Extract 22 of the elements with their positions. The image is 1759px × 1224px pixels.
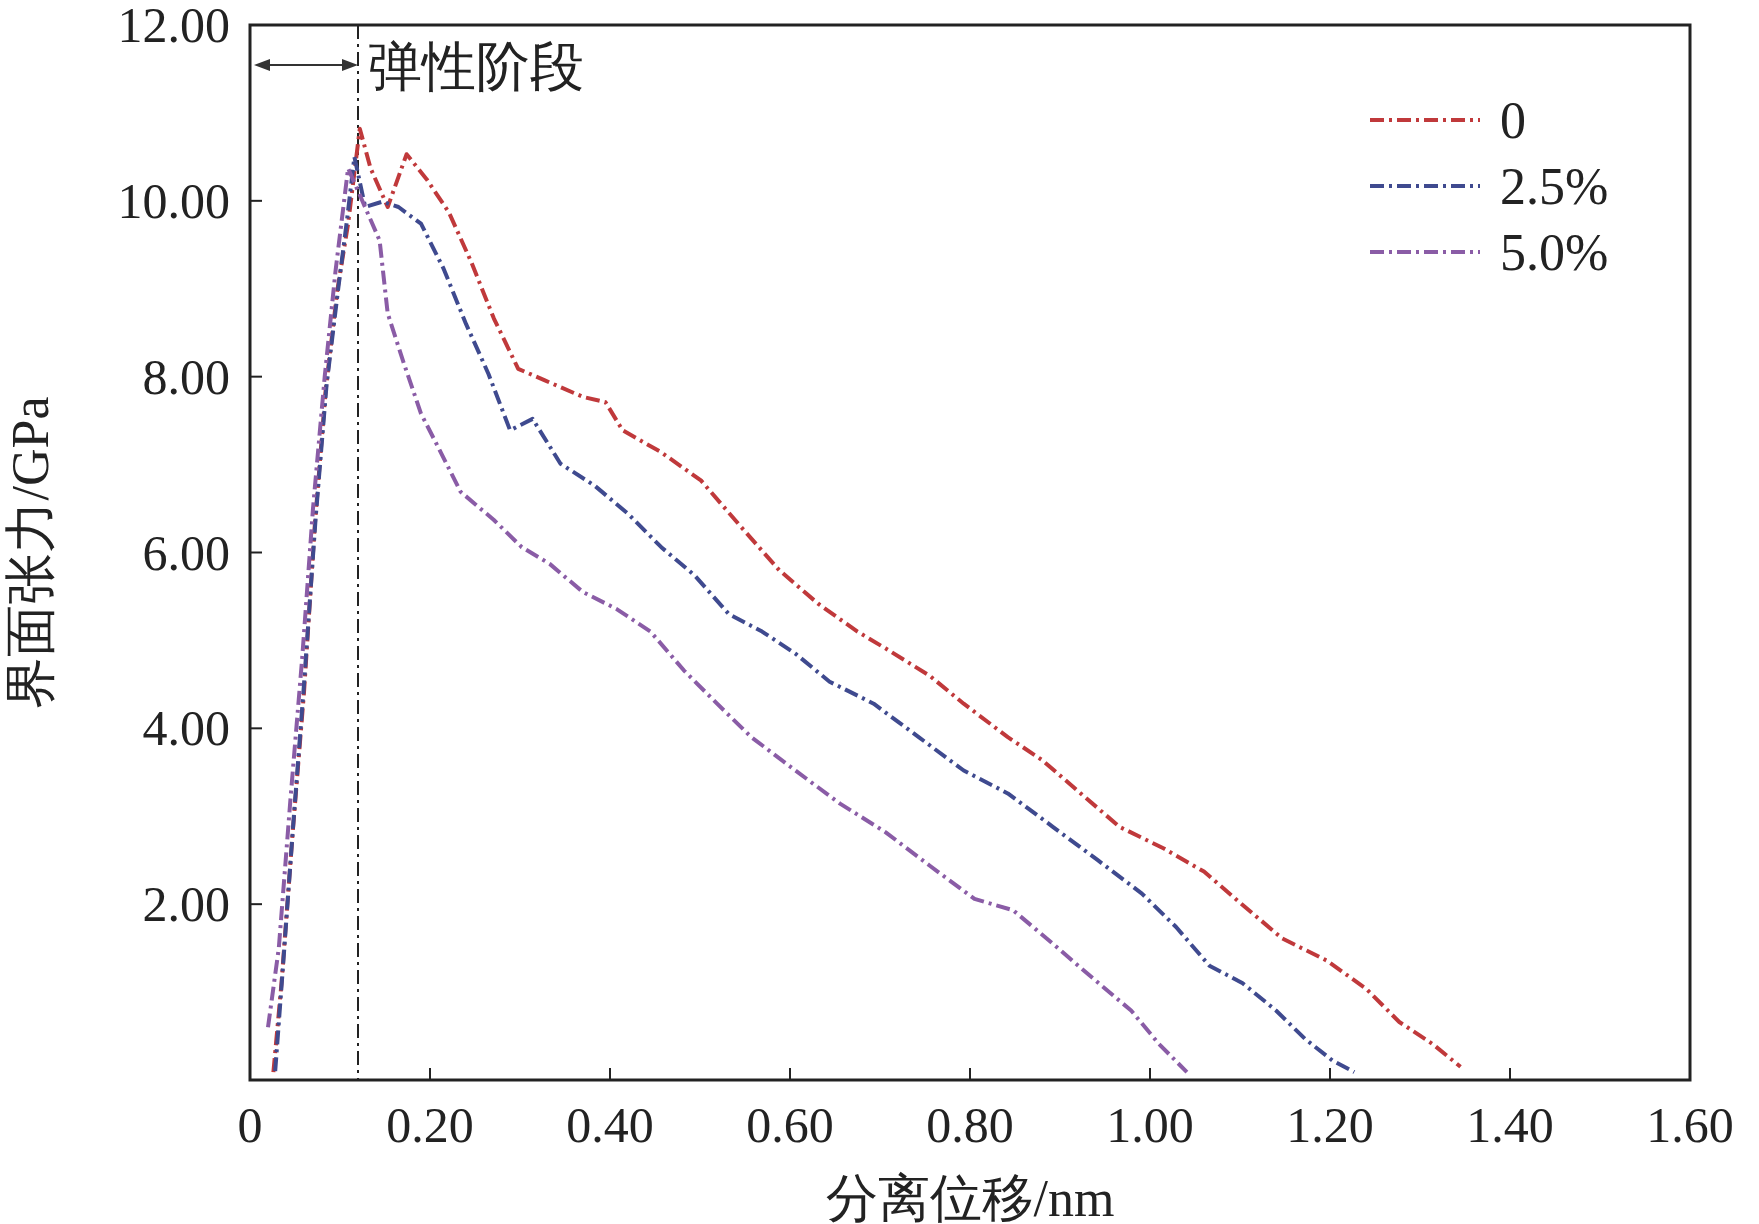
x-tick-label: 0.60	[746, 1097, 834, 1153]
x-tick-label: 0.20	[386, 1097, 474, 1153]
y-tick-label: 12.00	[117, 0, 230, 53]
legend-label: 0	[1500, 92, 1526, 149]
y-axis-title: 界面张力/GPa	[2, 396, 59, 709]
legend-label: 5.0%	[1500, 224, 1609, 281]
legend-label: 2.5%	[1500, 158, 1609, 215]
x-tick-label: 0	[237, 1097, 263, 1153]
y-tick-label: 2.00	[142, 876, 230, 933]
y-tick-label: 4.00	[142, 700, 230, 757]
x-tick-label: 1.20	[1286, 1097, 1374, 1153]
y-tick-label: 6.00	[142, 524, 230, 581]
y-tick-label: 10.00	[117, 172, 230, 229]
x-tick-label: 1.40	[1466, 1097, 1554, 1153]
x-tick-label: 0.40	[566, 1097, 654, 1153]
x-axis-title: 分离位移/nm	[825, 1170, 1115, 1224]
x-tick-label: 1.00	[1106, 1097, 1194, 1153]
y-tick-label: 8.00	[142, 348, 230, 405]
ref-line-label: 弹性阶段	[368, 37, 584, 97]
line-series	[266, 166, 1189, 1075]
x-tick-label: 1.60	[1646, 1097, 1734, 1153]
x-tick-label: 0.80	[926, 1097, 1014, 1153]
